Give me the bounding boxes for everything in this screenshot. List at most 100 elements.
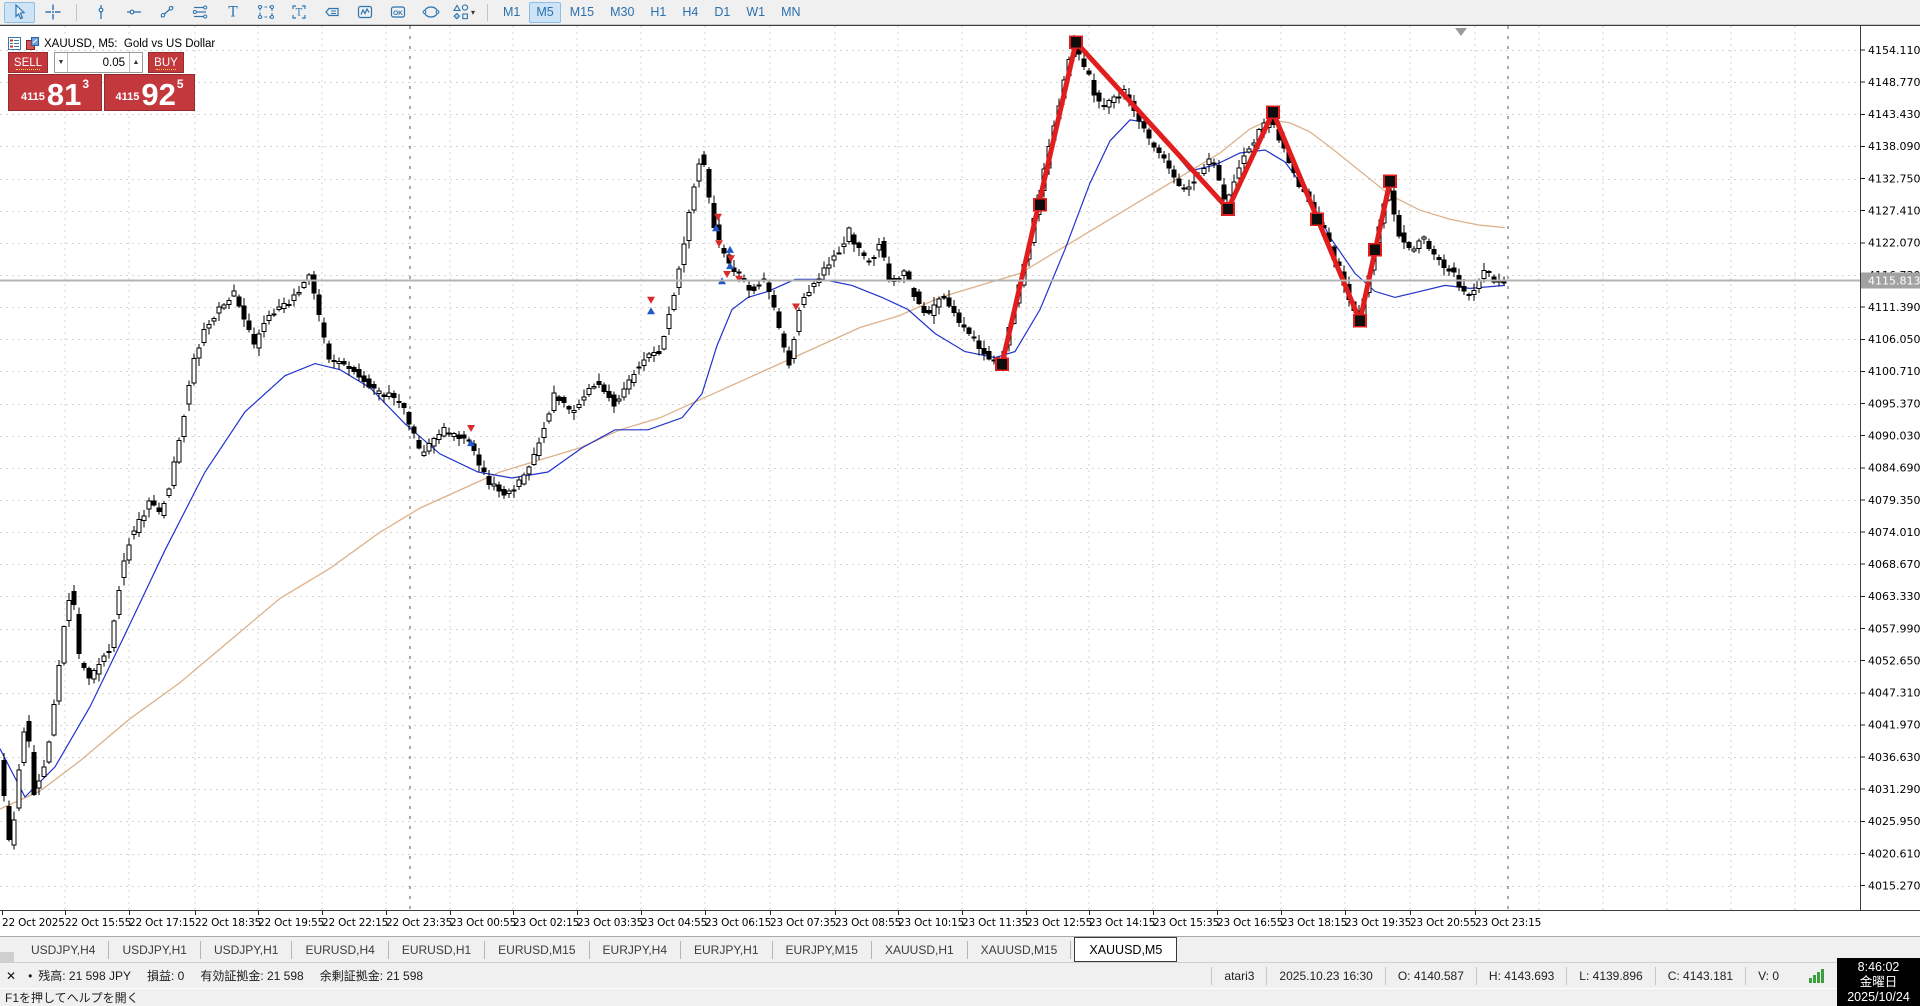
chart-tab-eurjpy-h4[interactable]: EURJPY,H4: [590, 940, 682, 959]
toolbox-status-row: ✕ • 残高: 21 598 JPY 損益: 0 有効証拠金: 21 598 余剰証拠…: [0, 962, 1920, 988]
toolbox-close-icon[interactable]: ✕: [6, 968, 17, 983]
svg-text:4052.650: 4052.650: [1868, 655, 1920, 668]
tool-rectangle-button[interactable]: [250, 2, 281, 23]
svg-text:4063.330: 4063.330: [1868, 590, 1920, 603]
chart-tab-usdjpy-h4[interactable]: USDJPY,H4: [18, 940, 110, 959]
tool-indicator-dialog-button[interactable]: [349, 2, 380, 23]
clock-day: 金曜日: [1859, 974, 1898, 989]
svg-text:4154.110: 4154.110: [1868, 44, 1920, 57]
svg-text:4095.370: 4095.370: [1868, 397, 1920, 410]
tool-horizontal-line-button[interactable]: [118, 2, 149, 23]
time-tick: [513, 911, 514, 915]
timeframe-h4-button[interactable]: H4: [675, 2, 705, 23]
svg-text:4084.690: 4084.690: [1868, 462, 1920, 475]
sell-price-big: 81: [46, 77, 82, 112]
volume-increase-button[interactable]: ▲: [129, 53, 142, 72]
price-label-icon: [324, 7, 339, 17]
time-axis[interactable]: 22 Oct 2025 22 Oct 15:55 22 Oct 17:15 22 Oc…: [0, 911, 1920, 936]
time-tick: [1281, 911, 1282, 915]
clock-date: 2025/10/24: [1847, 989, 1910, 1004]
svg-text:4138.090: 4138.090: [1868, 140, 1920, 153]
chart-tab-xauusd-m15[interactable]: XAUUSD,M15: [968, 940, 1072, 959]
tool-vertical-line-button[interactable]: [85, 2, 116, 23]
time-tick: [2, 911, 3, 915]
tool-equidistant-channel-button[interactable]: [184, 2, 215, 23]
buy-price-box[interactable]: 4115 92 5: [104, 74, 195, 111]
timeframe-d1-button[interactable]: D1: [707, 2, 737, 23]
sell-price-box[interactable]: 4115 81 3: [8, 74, 102, 111]
svg-text:4015.270: 4015.270: [1868, 879, 1920, 892]
time-tick: [770, 911, 771, 915]
chart-tab-xauusd-h1[interactable]: XAUUSD,H1: [872, 940, 968, 959]
timeframe-m1-button[interactable]: M1: [496, 2, 527, 23]
status-cell-bar-volume: V: 0: [1745, 966, 1791, 985]
tab-scroll-stub[interactable]: [0, 952, 14, 962]
timeframe-h1-button[interactable]: H1: [643, 2, 673, 23]
time-label: 23 Oct 14:15: [1089, 917, 1156, 929]
dropdown-caret-icon[interactable]: ▾: [470, 7, 475, 17]
time-label: 23 Oct 06:15: [705, 917, 772, 929]
tool-cursor-button[interactable]: [4, 1, 35, 23]
time-label: 22 Oct 15:55: [65, 917, 132, 929]
chart-tab-eurjpy-m15[interactable]: EURJPY,M15: [773, 940, 872, 959]
buy-button[interactable]: BUY: [148, 52, 184, 73]
tool-text-label-button[interactable]: T: [283, 2, 314, 23]
tool-shapes-group-button[interactable]: ▾: [448, 2, 479, 23]
account-summary-item: 損益: 0: [146, 969, 185, 983]
chart-tab-eurjpy-h1[interactable]: EURJPY,H1: [681, 940, 773, 959]
sell-button[interactable]: SELL: [8, 52, 48, 73]
svg-text:4047.310: 4047.310: [1868, 687, 1920, 700]
trendline-icon: [160, 6, 173, 18]
chart-tab-eurusd-h4[interactable]: EURUSD,H4: [292, 940, 389, 959]
volume-input[interactable]: [68, 53, 129, 72]
svg-text:4090.030: 4090.030: [1868, 430, 1920, 443]
tool-price-label-button[interactable]: [316, 2, 347, 23]
time-label: 23 Oct 03:35: [577, 917, 644, 929]
timeframe-mn-button[interactable]: MN: [774, 2, 807, 23]
toolbar-separator: [487, 3, 488, 21]
time-label: 22 Oct 17:15: [129, 917, 196, 929]
time-label: 23 Oct 16:55: [1217, 917, 1284, 929]
tool-crosshair-button[interactable]: [37, 2, 68, 23]
time-tick: [258, 911, 259, 915]
status-right-cells: atari3 2025.10.23 16:30 O: 4140.587 H: 4143…: [1211, 963, 1791, 988]
trade-panel-controls: SELL ▼ ▲ BUY: [8, 52, 196, 73]
top-toolbar: T T OK ▾ M1 M5 M15 M30 H1 H4 D1 W1 MN: [0, 0, 1920, 25]
chart-tab-eurusd-m15[interactable]: EURUSD,M15: [485, 940, 590, 959]
vertical-line-icon: [98, 5, 103, 19]
tool-trendline-button[interactable]: [151, 2, 182, 23]
timeframe-w1-button[interactable]: W1: [739, 2, 772, 23]
timeframe-m30-button[interactable]: M30: [603, 2, 641, 23]
svg-text:4036.630: 4036.630: [1868, 751, 1920, 764]
time-tick: [386, 911, 387, 915]
chart-shift-marker: [1455, 28, 1467, 36]
horizontal-line-icon: [126, 9, 141, 15]
tool-button-object-button[interactable]: OK: [382, 2, 413, 23]
time-label: 22 Oct 18:35: [195, 917, 262, 929]
time-label: 23 Oct 08:55: [835, 917, 902, 929]
timeframe-m5-button[interactable]: M5: [529, 1, 561, 23]
svg-text:4074.010: 4074.010: [1868, 526, 1920, 539]
chart-tab-eurusd-h1[interactable]: EURUSD,H1: [389, 940, 486, 959]
time-tick: [322, 911, 323, 915]
chart-tab-usdjpy-h1[interactable]: USDJPY,H1: [201, 940, 293, 959]
timeframe-m15-button[interactable]: M15: [563, 2, 601, 23]
tool-text-button[interactable]: T: [217, 2, 248, 23]
account-summary-item: 有効証拠金: 21 598: [200, 969, 304, 983]
time-label: 22 Oct 22:15: [322, 917, 389, 929]
time-label: 23 Oct 11:35: [962, 917, 1029, 929]
buy-price-pip: 5: [176, 77, 184, 91]
indicator-dialog-icon: [357, 5, 372, 19]
volume-decrease-button[interactable]: ▼: [55, 53, 68, 72]
time-tick: [1217, 911, 1218, 915]
svg-text:4122.070: 4122.070: [1868, 237, 1920, 250]
buy-price-main: 4115: [115, 91, 140, 103]
tool-ellipse-button[interactable]: [415, 2, 446, 23]
rectangle-icon: [257, 5, 274, 19]
time-tick: [962, 911, 963, 915]
chart-tab-usdjpy-h1[interactable]: USDJPY,H1: [109, 940, 201, 959]
help-bar: F1を押してヘルプを開く: [0, 988, 1920, 1006]
chart-tab-xauusd-m5[interactable]: XAUUSD,M5: [1074, 937, 1178, 962]
